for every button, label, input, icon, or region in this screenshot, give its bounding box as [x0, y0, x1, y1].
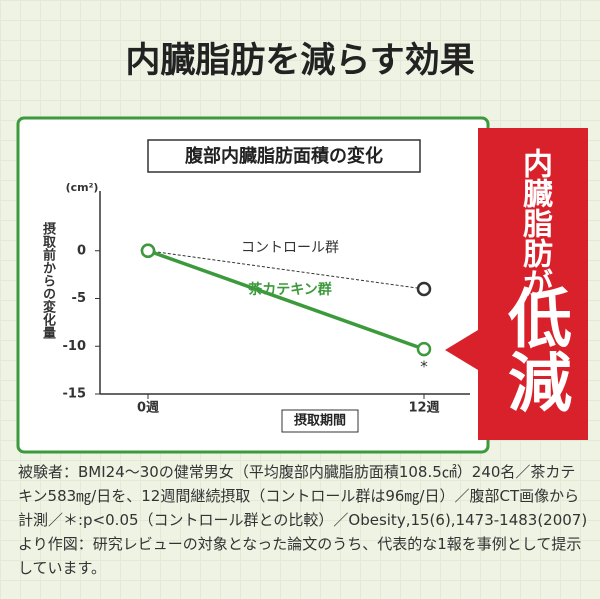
series-line	[147, 250, 425, 290]
series-line	[147, 249, 425, 351]
y-axis-label: 摂取前からの変化量	[40, 222, 55, 339]
point	[416, 281, 432, 297]
y-tick-label: -10	[63, 339, 87, 354]
badge-bottom: 低減	[497, 285, 571, 413]
chart-title-box	[147, 139, 421, 173]
y-tick-label: -15	[63, 387, 87, 402]
y-tick-label: -5	[72, 291, 86, 306]
x-axis-label-box	[281, 409, 359, 433]
x-axis-label: 摂取期間	[294, 413, 346, 429]
series-label: 茶カテキン群	[247, 281, 332, 298]
badge-top: 内臓脂肪が	[517, 148, 552, 298]
series-label: コントロール群	[241, 240, 339, 256]
badge	[445, 128, 588, 440]
chart-title: 腹部内臓脂肪面積の変化	[185, 145, 383, 167]
x-tick-label: 12週	[408, 401, 439, 416]
point	[140, 243, 156, 258]
y-tick-label: 0	[77, 243, 86, 258]
point	[416, 341, 432, 357]
significance-mark: *	[420, 358, 428, 376]
page-title: 内臓脂肪を減らす効果	[125, 41, 474, 81]
unit-label: (cm²)	[66, 181, 99, 194]
x-tick-label: 0週	[137, 401, 159, 416]
footnote: 被験者：BMI24～30の健常男女（平均腹部内臓脂肪面積108.5㎠）240名／…	[18, 463, 588, 577]
